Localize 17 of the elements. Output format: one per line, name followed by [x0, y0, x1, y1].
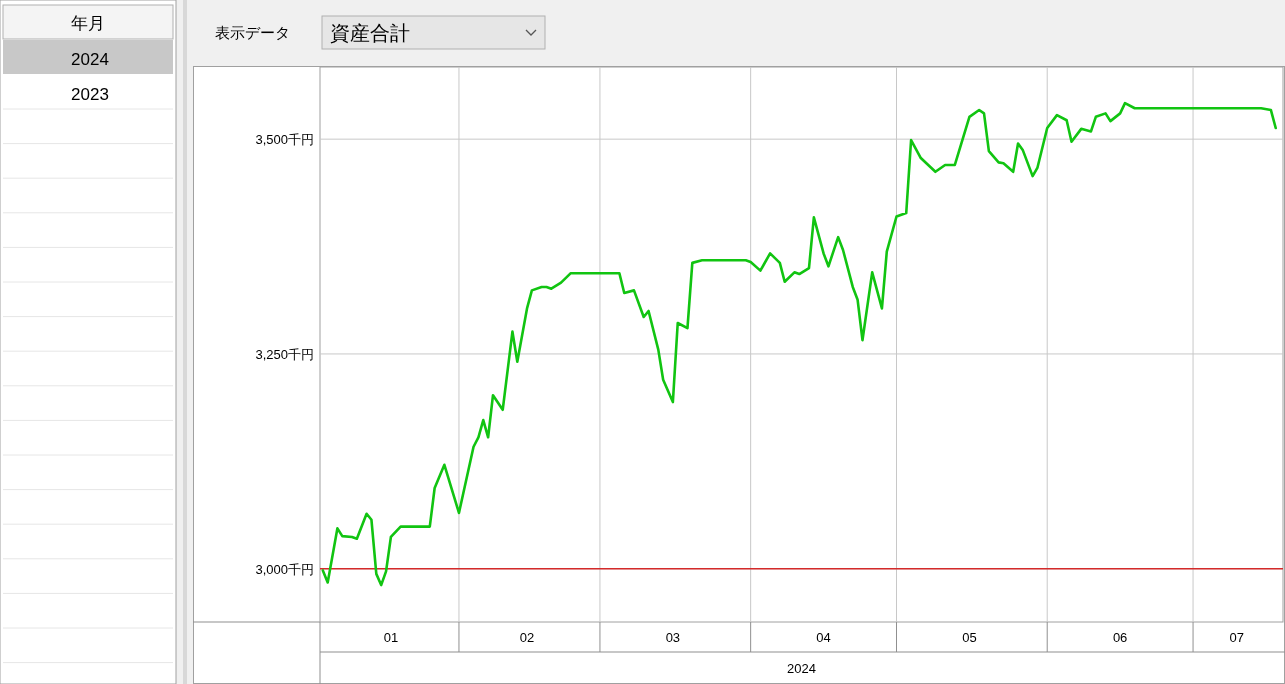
- chart-title: 資産合計: [330, 22, 410, 44]
- x-tick-label: 06: [1112, 630, 1128, 645]
- x-tick-label: 03: [665, 630, 681, 645]
- y-tick-label: 3,250千円: [255, 346, 314, 362]
- text: 2023: [71, 85, 109, 104]
- text: 年月: [71, 14, 105, 33]
- text: 2024: [71, 50, 109, 69]
- x-tick-label: 04: [816, 630, 831, 645]
- y-tick-label: 3,500千円: [255, 132, 314, 148]
- x-tick-label: 01: [383, 630, 399, 645]
- x-tick-label: 02: [519, 630, 535, 645]
- x-tick-label: 07: [1229, 630, 1245, 645]
- x-tick-label: 05: [962, 630, 977, 645]
- x-axis-title: 2024: [787, 661, 816, 676]
- line-series: [321, 101, 1278, 587]
- text: 表示データ: [214, 24, 290, 41]
- y-tick-label: 3,000千円: [255, 561, 314, 577]
